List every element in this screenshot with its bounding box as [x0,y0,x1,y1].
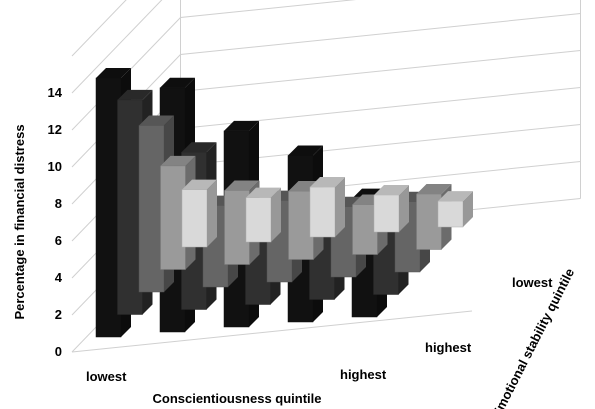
bar-side [399,185,409,232]
bar [245,187,281,243]
z-tick-first: lowest [512,275,553,290]
bar-top [288,145,323,156]
bar-side [463,191,473,227]
y-tick-label: 2 [55,307,62,322]
bar [437,191,473,228]
bar-front [352,204,378,255]
bar-top [246,187,281,198]
bar-side [207,179,217,247]
bar-side [335,177,345,237]
gridline [71,0,163,94]
y-tick-label: 4 [55,270,63,285]
y-tick-label: 6 [55,233,62,248]
bar-top [181,142,217,153]
gridline [71,0,127,57]
y-axis-label: Percentage in financial distress [12,124,27,319]
y-tick-label: 10 [48,159,62,174]
bars-layer [95,68,473,338]
bar-top [139,115,174,126]
x-axis-label: Conscientiousness quintile [152,391,321,406]
y-tick-label: 8 [55,196,62,211]
bar-top [96,68,131,78]
bar [373,185,409,233]
z-tick-last: highest [425,340,472,355]
bar-front [160,165,186,270]
bar-top [416,184,452,194]
bar-front [373,194,400,233]
bar-top [160,155,196,166]
bar [181,179,217,248]
bar-top [224,120,259,131]
bar-top [160,77,195,88]
bar [416,184,452,250]
y-tick-label: 14 [48,85,63,100]
bar-front [288,190,314,260]
bar-top [117,89,153,100]
bar-front [181,189,208,248]
bar-top [438,191,473,202]
bar-side [271,187,281,242]
bar-top [182,179,217,190]
x-tick-first: lowest [86,369,127,384]
floor-front-edge [71,310,473,353]
bar-top [374,185,409,195]
bar-front [309,186,336,238]
bar-front [95,77,122,338]
bar [309,177,345,238]
bar-front [117,99,143,315]
bar-front [224,190,250,265]
y-tick-label: 12 [48,122,62,137]
bar-top [310,177,345,188]
bar-front [437,200,464,228]
bar-front [245,197,272,243]
y-tick-label: 0 [55,344,62,359]
x-tick-last: highest [340,367,387,382]
bar-front [416,193,442,250]
bar-front [138,125,165,293]
bar-top [224,180,260,191]
